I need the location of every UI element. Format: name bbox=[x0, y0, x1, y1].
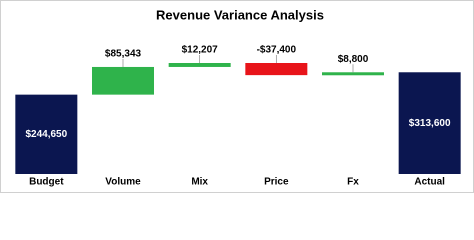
value-label: $313,600 bbox=[409, 118, 451, 129]
x-tick-label: Fx bbox=[347, 177, 359, 188]
change-bar bbox=[168, 63, 231, 67]
total-bar bbox=[15, 94, 78, 174]
chart-title: Revenue Variance Analysis bbox=[156, 7, 324, 22]
value-label: $12,207 bbox=[182, 45, 219, 56]
chart: Revenue Variance Analysis $244,650 Budget… bbox=[0, 0, 474, 193]
change-bar bbox=[245, 63, 308, 76]
value-label: -$37,400 bbox=[257, 45, 297, 56]
x-tick-label: Actual bbox=[414, 177, 445, 188]
change-bar bbox=[92, 66, 154, 95]
x-tick-label: Price bbox=[264, 177, 289, 188]
x-tick-label: Budget bbox=[29, 177, 64, 188]
value-label: $85,343 bbox=[105, 49, 142, 60]
value-label: $8,800 bbox=[338, 54, 369, 65]
x-tick-label: Volume bbox=[105, 177, 141, 188]
x-tick-label: Mix bbox=[191, 177, 208, 188]
total-bar bbox=[398, 72, 461, 174]
change-bar bbox=[322, 72, 384, 76]
value-label: $244,650 bbox=[25, 129, 67, 140]
chart-border bbox=[0, 0, 474, 193]
